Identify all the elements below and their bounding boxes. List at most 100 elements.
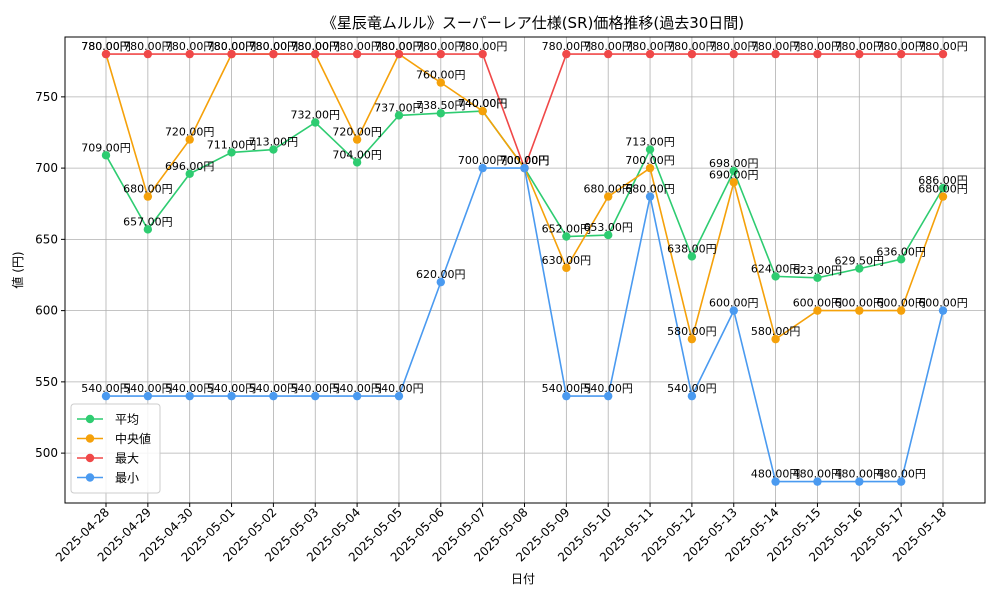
data-label: 690.00円: [709, 168, 759, 181]
data-point: [604, 230, 613, 240]
data-label: 600.00円: [793, 297, 843, 310]
data-label: 540.00円: [165, 382, 215, 395]
data-label: 696.00円: [165, 160, 215, 173]
data-label: 780.00円: [416, 40, 466, 53]
data-point: [938, 49, 948, 59]
legend-label: 最大: [115, 452, 139, 466]
data-point: [562, 391, 571, 401]
data-label: 680.00円: [583, 183, 633, 196]
data-label: 629.50円: [835, 255, 885, 268]
data-point: [729, 166, 738, 176]
data-label: 624.00円: [751, 262, 801, 275]
data-point: [269, 49, 278, 59]
data-label: 700.00円: [625, 154, 675, 167]
data-label: 600.00円: [918, 297, 968, 310]
data-point: [311, 49, 320, 59]
data-label: 580.00円: [751, 325, 801, 338]
data-label: 680.00円: [123, 183, 173, 196]
data-point: [227, 148, 236, 157]
data-label: 600.00円: [835, 297, 885, 310]
data-label: 652.00円: [542, 223, 592, 236]
data-point: [352, 391, 362, 401]
data-label: 540.00円: [249, 382, 299, 395]
data-label: 620.00円: [416, 268, 466, 281]
data-point: [269, 391, 278, 401]
series-layer: [101, 49, 948, 486]
legend-swatch-marker: [85, 453, 95, 463]
data-label: 540.00円: [207, 382, 257, 395]
grid: [65, 37, 985, 503]
data-point: [436, 277, 445, 287]
data-label: 780.00円: [123, 40, 173, 53]
data-label: 780.00円: [876, 40, 926, 53]
data-label: 709.00円: [81, 141, 131, 154]
data-label: 680.00円: [918, 183, 968, 196]
data-point: [896, 477, 906, 486]
data-point: [604, 391, 613, 401]
data-label: 630.00円: [542, 254, 592, 267]
data-point: [185, 49, 194, 59]
data-point: [478, 49, 487, 59]
plot-frame: [64, 36, 986, 504]
y-tick-label: 600: [35, 304, 58, 318]
data-label: 780.00円: [81, 40, 131, 53]
data-label: 780.00円: [249, 40, 299, 53]
x-axis-label: 日付: [511, 572, 535, 586]
data-point: [143, 49, 153, 59]
data-label: 780.00円: [81, 40, 131, 53]
data-label: 780.00円: [751, 40, 801, 53]
data-label: 780.00円: [207, 40, 257, 53]
data-point: [687, 49, 697, 59]
y-tick-label: 750: [35, 90, 58, 104]
data-point: [645, 49, 655, 59]
data-label: 780.00円: [291, 40, 341, 53]
data-label: 720.00円: [165, 126, 215, 139]
chart-title: 《星辰竜ムルル》スーパーレア仕様(SR)価格推移(過去30日間): [322, 14, 744, 32]
data-point: [143, 192, 153, 201]
data-label: 480.00円: [835, 468, 885, 481]
data-point: [771, 49, 780, 59]
data-point: [938, 192, 948, 201]
data-label: 480.00円: [793, 468, 843, 481]
data-point: [729, 178, 738, 187]
data-point: [101, 391, 111, 401]
data-point: [896, 49, 906, 59]
data-point: [436, 78, 445, 87]
data-point: [520, 163, 529, 173]
data-point: [729, 49, 738, 59]
data-point: [771, 272, 780, 281]
data-point: [896, 255, 906, 264]
data-point: [185, 169, 194, 179]
data-label: 638.00円: [667, 242, 717, 255]
data-label: 780.00円: [542, 40, 592, 53]
data-label: 780.00円: [583, 40, 633, 53]
legend-label: 平均: [115, 413, 139, 427]
data-point: [227, 391, 236, 401]
data-point: [771, 334, 780, 344]
data-point: [645, 192, 655, 201]
data-label: 780.00円: [625, 40, 675, 53]
legend-label: 最小: [115, 471, 139, 485]
data-point: [687, 391, 697, 401]
data-label: 740.00円: [458, 97, 508, 110]
data-point: [101, 49, 111, 59]
legend-swatch-marker: [85, 473, 95, 482]
data-point: [352, 135, 362, 144]
data-label: 780.00円: [374, 40, 424, 53]
data-label: 700.00円: [500, 154, 550, 167]
data-point: [938, 306, 948, 315]
data-point: [478, 163, 487, 173]
data-label: 700.00円: [500, 154, 550, 167]
y-axis-label: 値 (円): [10, 251, 25, 288]
data-point: [352, 158, 362, 167]
data-point: [813, 477, 822, 486]
data-label: 540.00円: [542, 382, 592, 395]
data-label: 780.00円: [249, 40, 299, 53]
data-label: 698.00円: [709, 157, 759, 170]
data-point: [227, 49, 236, 59]
data-point: [562, 232, 571, 241]
data-label: 780.00円: [667, 40, 717, 53]
data-label: 732.00円: [291, 109, 341, 122]
